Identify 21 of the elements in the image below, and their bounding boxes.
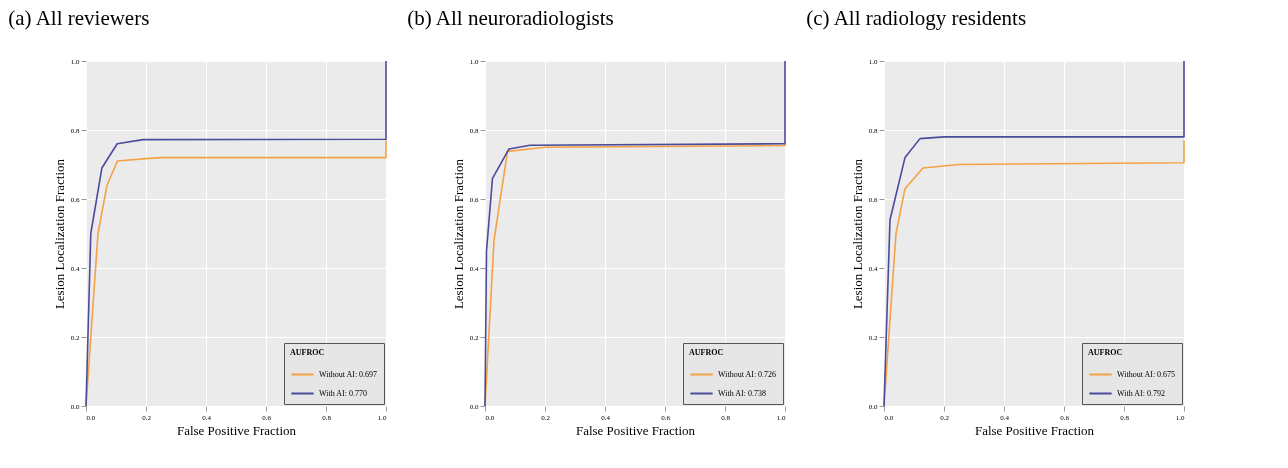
line-series <box>85 60 387 407</box>
line-series <box>484 60 786 407</box>
chart-title: (b) All neuroradiologists <box>407 6 614 30</box>
legend-label: Without AI: 0.697 <box>319 369 378 379</box>
legend-title: AUFROC <box>290 348 325 357</box>
chart-title: (c) All radiology residents <box>806 6 1027 30</box>
legend-title: AUFROC <box>689 348 724 357</box>
y-axis-title: Lesion Localization Fraction <box>51 158 67 310</box>
x-axis-title: False Positive Fraction <box>176 422 297 438</box>
legend-label: Without AI: 0.675 <box>1117 369 1176 379</box>
legend-label: With AI: 0.770 <box>319 388 367 398</box>
legend-label: With AI: 0.738 <box>718 388 766 398</box>
legend-label: Without AI: 0.726 <box>718 369 777 379</box>
legend-title: AUFROC <box>1088 348 1123 357</box>
y-axis-title: Lesion Localization Fraction <box>450 158 466 310</box>
chart-title: (a) All reviewers <box>8 6 150 30</box>
x-axis-title: False Positive Fraction <box>575 422 696 438</box>
y-axis-title: Lesion Localization Fraction <box>849 158 865 310</box>
x-axis-title: False Positive Fraction <box>974 422 1095 438</box>
line-series <box>883 60 1185 407</box>
legend-label: With AI: 0.792 <box>1117 388 1165 398</box>
